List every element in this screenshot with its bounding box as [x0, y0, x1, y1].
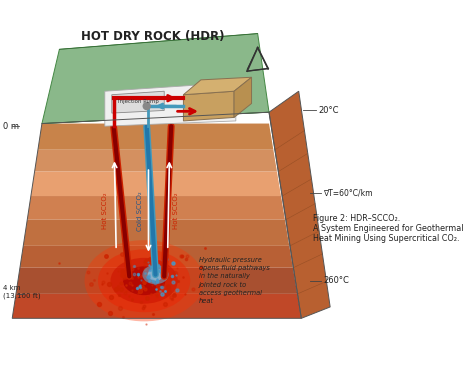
Polygon shape	[183, 77, 252, 95]
Ellipse shape	[110, 258, 178, 304]
Polygon shape	[105, 82, 236, 126]
Polygon shape	[23, 220, 289, 246]
Polygon shape	[234, 77, 252, 118]
Polygon shape	[269, 91, 330, 318]
Polygon shape	[35, 150, 277, 172]
Ellipse shape	[142, 265, 169, 284]
Text: 20°C: 20°C	[318, 106, 338, 115]
Polygon shape	[38, 123, 273, 150]
Text: HOT DRY ROCK (HDR): HOT DRY ROCK (HDR)	[81, 30, 225, 43]
Polygon shape	[42, 34, 269, 123]
Text: A System Engineered for Geothermal: A System Engineered for Geothermal	[313, 224, 463, 233]
Ellipse shape	[84, 240, 204, 321]
Polygon shape	[27, 196, 285, 220]
Ellipse shape	[98, 249, 190, 312]
Ellipse shape	[123, 266, 165, 295]
Polygon shape	[183, 91, 234, 121]
Text: Injection Pump: Injection Pump	[118, 99, 158, 104]
Text: 260°C: 260°C	[323, 276, 349, 285]
Circle shape	[143, 103, 150, 110]
Polygon shape	[20, 246, 293, 268]
Polygon shape	[16, 268, 297, 294]
Text: Cold SCCO₂: Cold SCCO₂	[137, 191, 143, 231]
Polygon shape	[31, 172, 281, 196]
Ellipse shape	[147, 269, 164, 281]
Polygon shape	[112, 91, 164, 113]
Text: Hot SCCO₂: Hot SCCO₂	[102, 193, 108, 229]
Text: Hydraulic pressure
opens fluid pathways
in the naturally
jointed rock to
access : Hydraulic pressure opens fluid pathways …	[199, 257, 270, 304]
Text: 4 km
(13,100 ft): 4 km (13,100 ft)	[3, 285, 41, 299]
Text: Figure 2: HDR–SCCO₂.: Figure 2: HDR–SCCO₂.	[313, 214, 400, 223]
Text: Heat Mining Using Supercritical CO₂.: Heat Mining Using Supercritical CO₂.	[313, 234, 459, 243]
Text: 0 m: 0 m	[3, 122, 19, 131]
Polygon shape	[12, 294, 301, 318]
Text: ∇T=60°C/km: ∇T=60°C/km	[323, 189, 373, 198]
Text: Hot SCCO₂: Hot SCCO₂	[173, 193, 180, 229]
